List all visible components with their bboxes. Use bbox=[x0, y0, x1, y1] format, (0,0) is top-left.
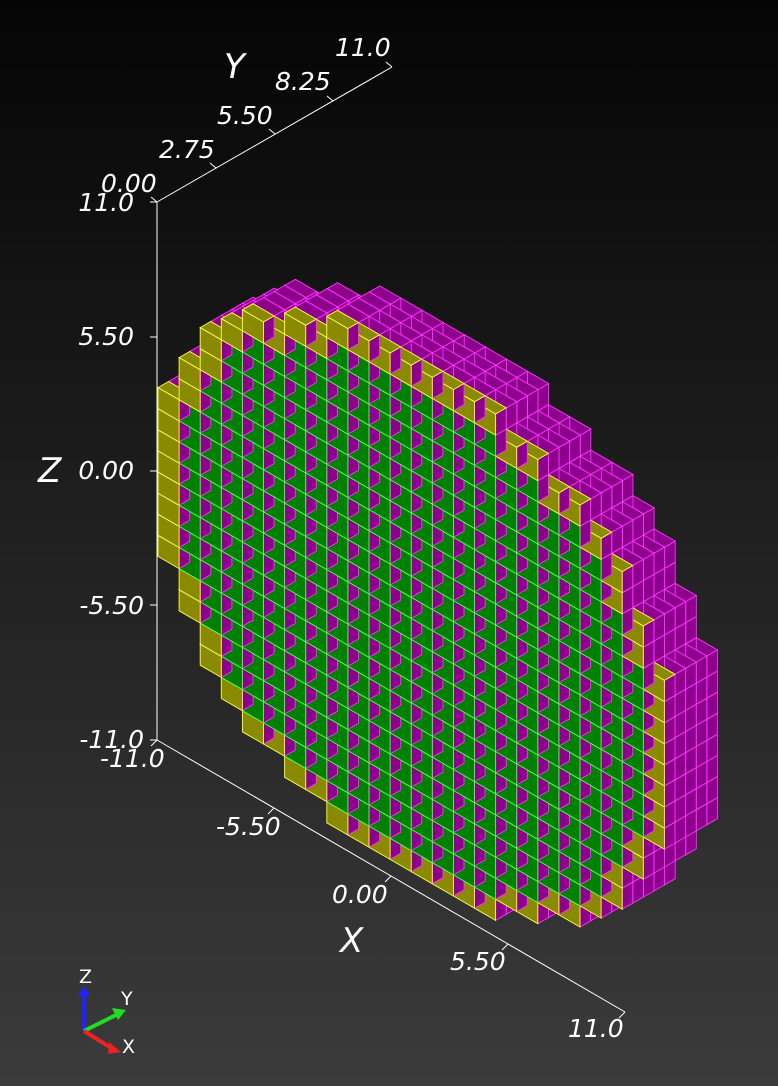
voxel-mesh bbox=[157, 278, 719, 928]
